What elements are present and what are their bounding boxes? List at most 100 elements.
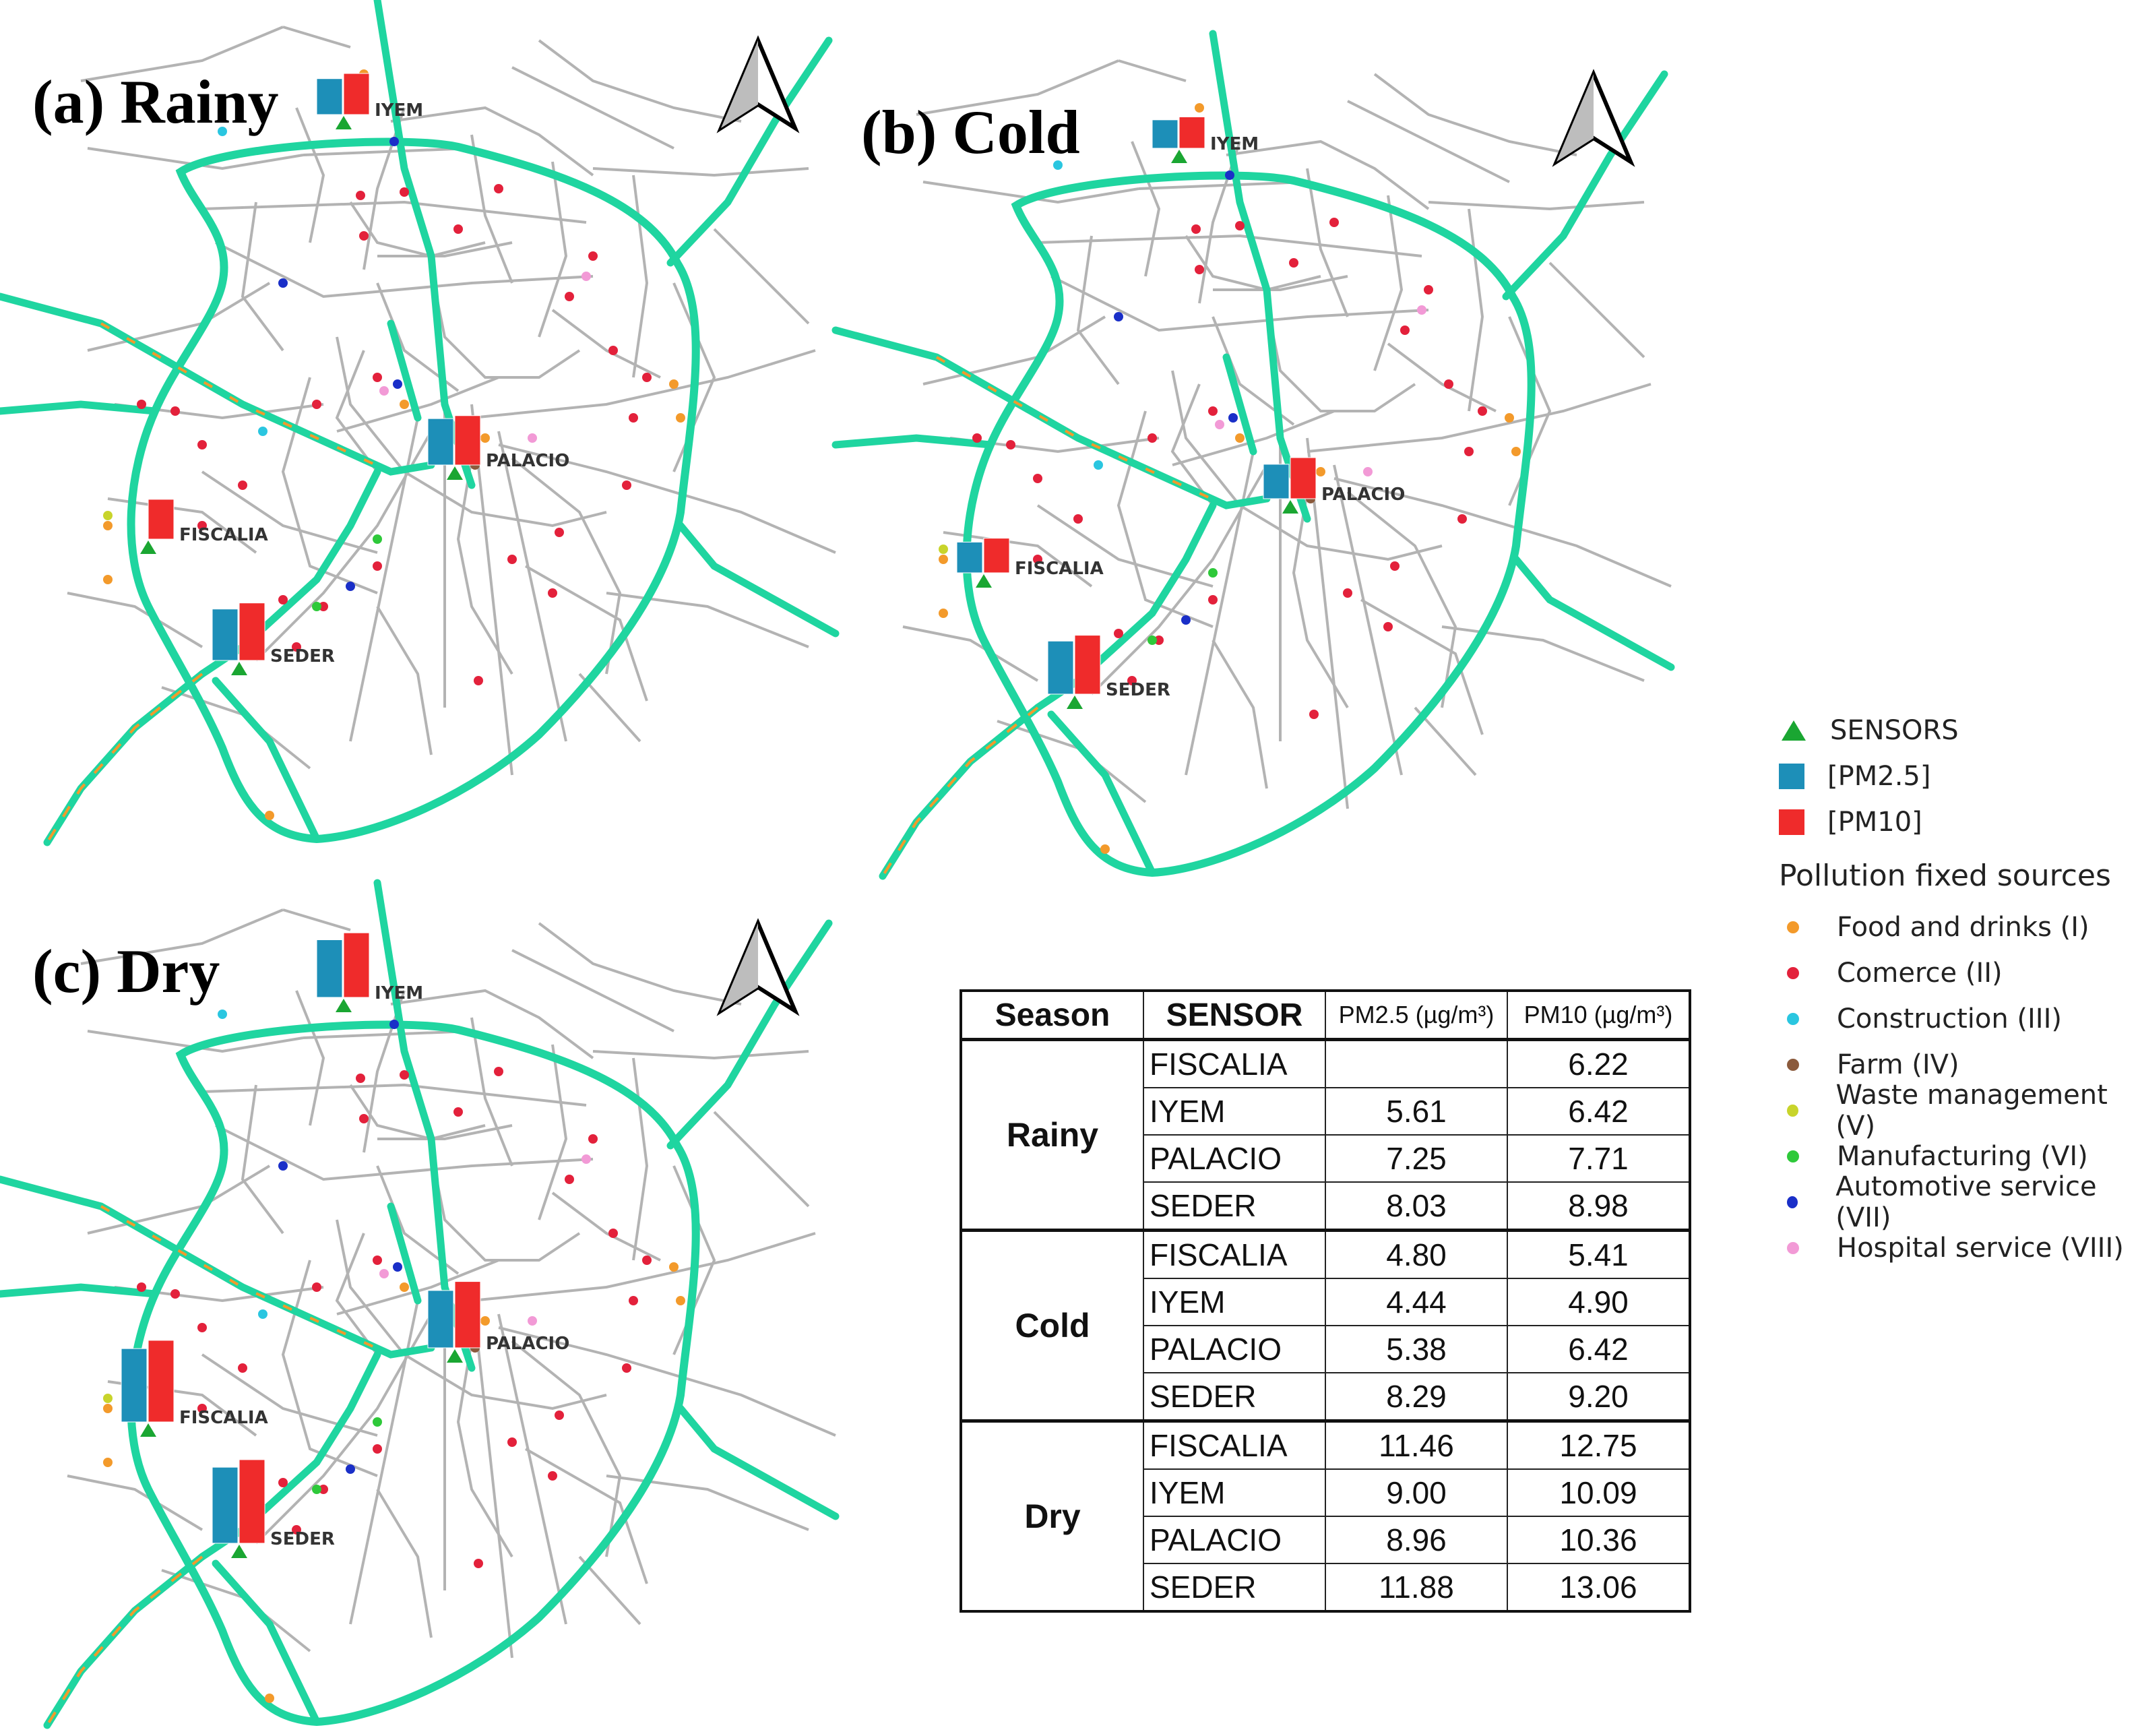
pm10-bar: [1178, 116, 1205, 149]
source-dot-icon: [1787, 1105, 1798, 1117]
source-dot: [565, 1175, 574, 1184]
street-line: [201, 1353, 378, 1437]
north-arrow-icon: [1552, 69, 1635, 167]
pm25-cell: 8.96: [1325, 1516, 1508, 1564]
pm25-swatch-icon: [1779, 764, 1804, 789]
source-dot: [359, 231, 369, 241]
sensor-triangle-icon: [140, 1423, 156, 1437]
pm25-bar: [956, 541, 983, 574]
sensor-marker: PALACIO: [1263, 457, 1405, 514]
main-road: [0, 292, 435, 476]
source-dot: [676, 1296, 685, 1305]
source-dot: [103, 521, 113, 530]
main-road: [677, 1404, 840, 1520]
street-line: [632, 1057, 649, 1261]
sensor-cell: IYEM: [1143, 1468, 1326, 1517]
pm10-cell: 12.75: [1507, 1419, 1691, 1470]
source-dot: [939, 609, 948, 618]
pm25-bar: [212, 1466, 239, 1544]
street-line: [1548, 261, 1645, 359]
source-dot: [197, 521, 207, 530]
source-dot: [278, 1478, 288, 1487]
source-dot: [312, 1282, 321, 1292]
source-dot-icon: [1787, 1059, 1799, 1071]
street-line: [1387, 342, 1497, 412]
main-road: [212, 677, 321, 843]
street-line: [1360, 598, 1484, 735]
source-dot: [197, 440, 207, 450]
legend-source-item: Comerce (II): [1779, 950, 2129, 996]
sensor-marker: FISCALIA: [121, 1340, 268, 1437]
source-dot: [373, 1444, 382, 1454]
street-line: [376, 605, 433, 755]
sensor-label: PALACIO: [486, 1334, 569, 1354]
map-panel: IYEM PALACIO FISCALIA SEDER: [0, 0, 840, 846]
main-road: [43, 670, 206, 846]
source-dot: [103, 575, 113, 584]
street-line: [1213, 275, 1348, 291]
legend-source-label: Food and drinks (I): [1837, 912, 2089, 943]
main-roads: [0, 879, 840, 1729]
street-line: [1347, 100, 1510, 183]
street-line: [1131, 141, 1161, 277]
main-road: [1047, 710, 1156, 877]
legend-sources-title: Pollution fixed sources: [1779, 858, 2111, 893]
legend-source-label: Waste management (V): [1835, 1080, 2108, 1142]
street-line: [303, 1030, 472, 1039]
season-cell: Dry: [960, 1419, 1144, 1612]
table-row: SEDER 11.88 13.06: [961, 1563, 1691, 1612]
pm25-bar: [1263, 464, 1290, 499]
pm10-bar: [148, 1340, 175, 1423]
source-dot: [528, 433, 537, 443]
source-dot: [972, 433, 982, 443]
main-road: [212, 1559, 321, 1726]
pm25-bar: [316, 939, 343, 998]
street-line: [471, 349, 816, 419]
street-line: [1037, 234, 1422, 257]
source-dot: [373, 1417, 382, 1427]
pm25-cell: [1325, 1038, 1508, 1088]
source-dot: [453, 224, 463, 234]
sensor-label: IYEM: [1210, 134, 1259, 154]
legend-source-item: Waste management (V): [1779, 1080, 2129, 1142]
source-dot: [312, 1485, 321, 1494]
source-dot: [581, 1154, 591, 1164]
street-line: [538, 922, 742, 1005]
street-line: [1333, 477, 1672, 588]
source-dot: [278, 1161, 288, 1171]
map-panel: IYEM PALACIO FISCALIA SEDER: [0, 879, 840, 1729]
street-line: [713, 228, 810, 325]
sensor-marker: SEDER: [212, 602, 335, 675]
sensor-cell: FISCALIA: [1143, 1419, 1326, 1470]
sensor-marker: IYEM: [316, 73, 423, 129]
panel-label-dry: (c) Dry: [32, 937, 220, 1005]
street-line: [632, 175, 649, 378]
street-line: [281, 377, 378, 594]
street-line: [456, 1340, 513, 1558]
source-dot: [1309, 710, 1319, 719]
pm25-bar: [121, 1348, 148, 1423]
street-line: [295, 990, 325, 1126]
source-dot: [608, 346, 618, 355]
season-cell: Rainy: [960, 1038, 1144, 1231]
street-line: [916, 59, 1119, 116]
source-dot: [389, 137, 399, 146]
street-line: [1373, 73, 1577, 156]
street-line: [1306, 168, 1349, 317]
sensor-cell: SEDER: [1143, 1372, 1326, 1422]
sensor-label: IYEM: [375, 100, 423, 121]
street-line: [241, 1084, 284, 1235]
sensor-marker: IYEM: [316, 932, 423, 1012]
source-dot: [1457, 514, 1467, 524]
legend-pm25-label: [PM2.5]: [1827, 761, 1931, 792]
street-line: [1292, 491, 1349, 709]
main-road: [666, 919, 833, 1150]
sensor-label: IYEM: [375, 983, 423, 1003]
source-dot: [292, 1525, 301, 1534]
street-line: [1307, 383, 1652, 453]
sensor-cell: SEDER: [1143, 1563, 1326, 1612]
street-line: [349, 1084, 486, 1141]
source-dot: [507, 1437, 517, 1447]
source-dot: [238, 1363, 247, 1373]
table-row: Dry FISCALIA 11.46 12.75: [960, 1419, 1691, 1612]
